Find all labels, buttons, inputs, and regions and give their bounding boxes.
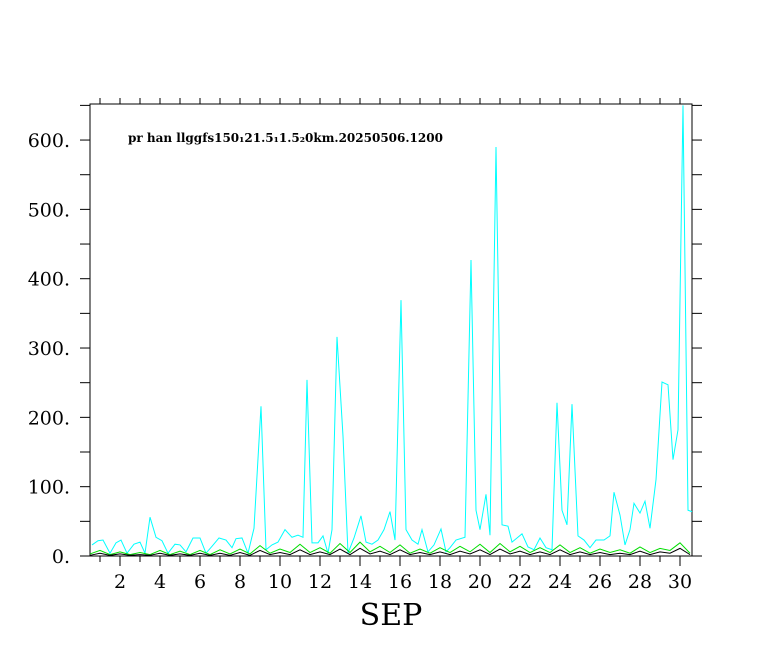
y-tick-label: 300. (28, 338, 70, 360)
x-tick-label: 16 (388, 571, 412, 593)
y-tick-label: 400. (28, 269, 70, 291)
series-line (89, 547, 691, 556)
y-tick-label: 600. (28, 130, 70, 152)
x-tick-label: 18 (428, 571, 452, 593)
y-tick-label: 0. (52, 546, 70, 568)
x-tick-label: 14 (348, 571, 372, 593)
y-tick-label: 200. (28, 407, 70, 429)
x-tick-label: 22 (508, 571, 532, 593)
plot-frame (89, 103, 693, 557)
y-tick-label: 100. (28, 477, 70, 499)
x-axis-label: SEP (360, 598, 423, 633)
series-line (91, 105, 693, 556)
series-line (89, 541, 691, 556)
x-tick-label: 2 (114, 571, 126, 593)
x-tick-label: 12 (308, 571, 332, 593)
x-tick-label: 6 (194, 571, 206, 593)
x-tick-label: 20 (468, 571, 492, 593)
x-tick-label: 30 (668, 571, 692, 593)
chart-title: pr han llggfs150₁21.5₁1.5₂0km.20250506.1… (128, 131, 443, 145)
x-tick-label: 10 (268, 571, 292, 593)
x-tick-label: 28 (628, 571, 652, 593)
y-tick-label: 500. (28, 199, 70, 221)
x-tick-label: 24 (548, 571, 572, 593)
x-tick-label: 8 (234, 571, 246, 593)
x-tick-label: 26 (588, 571, 612, 593)
x-tick-label: 4 (154, 571, 166, 593)
